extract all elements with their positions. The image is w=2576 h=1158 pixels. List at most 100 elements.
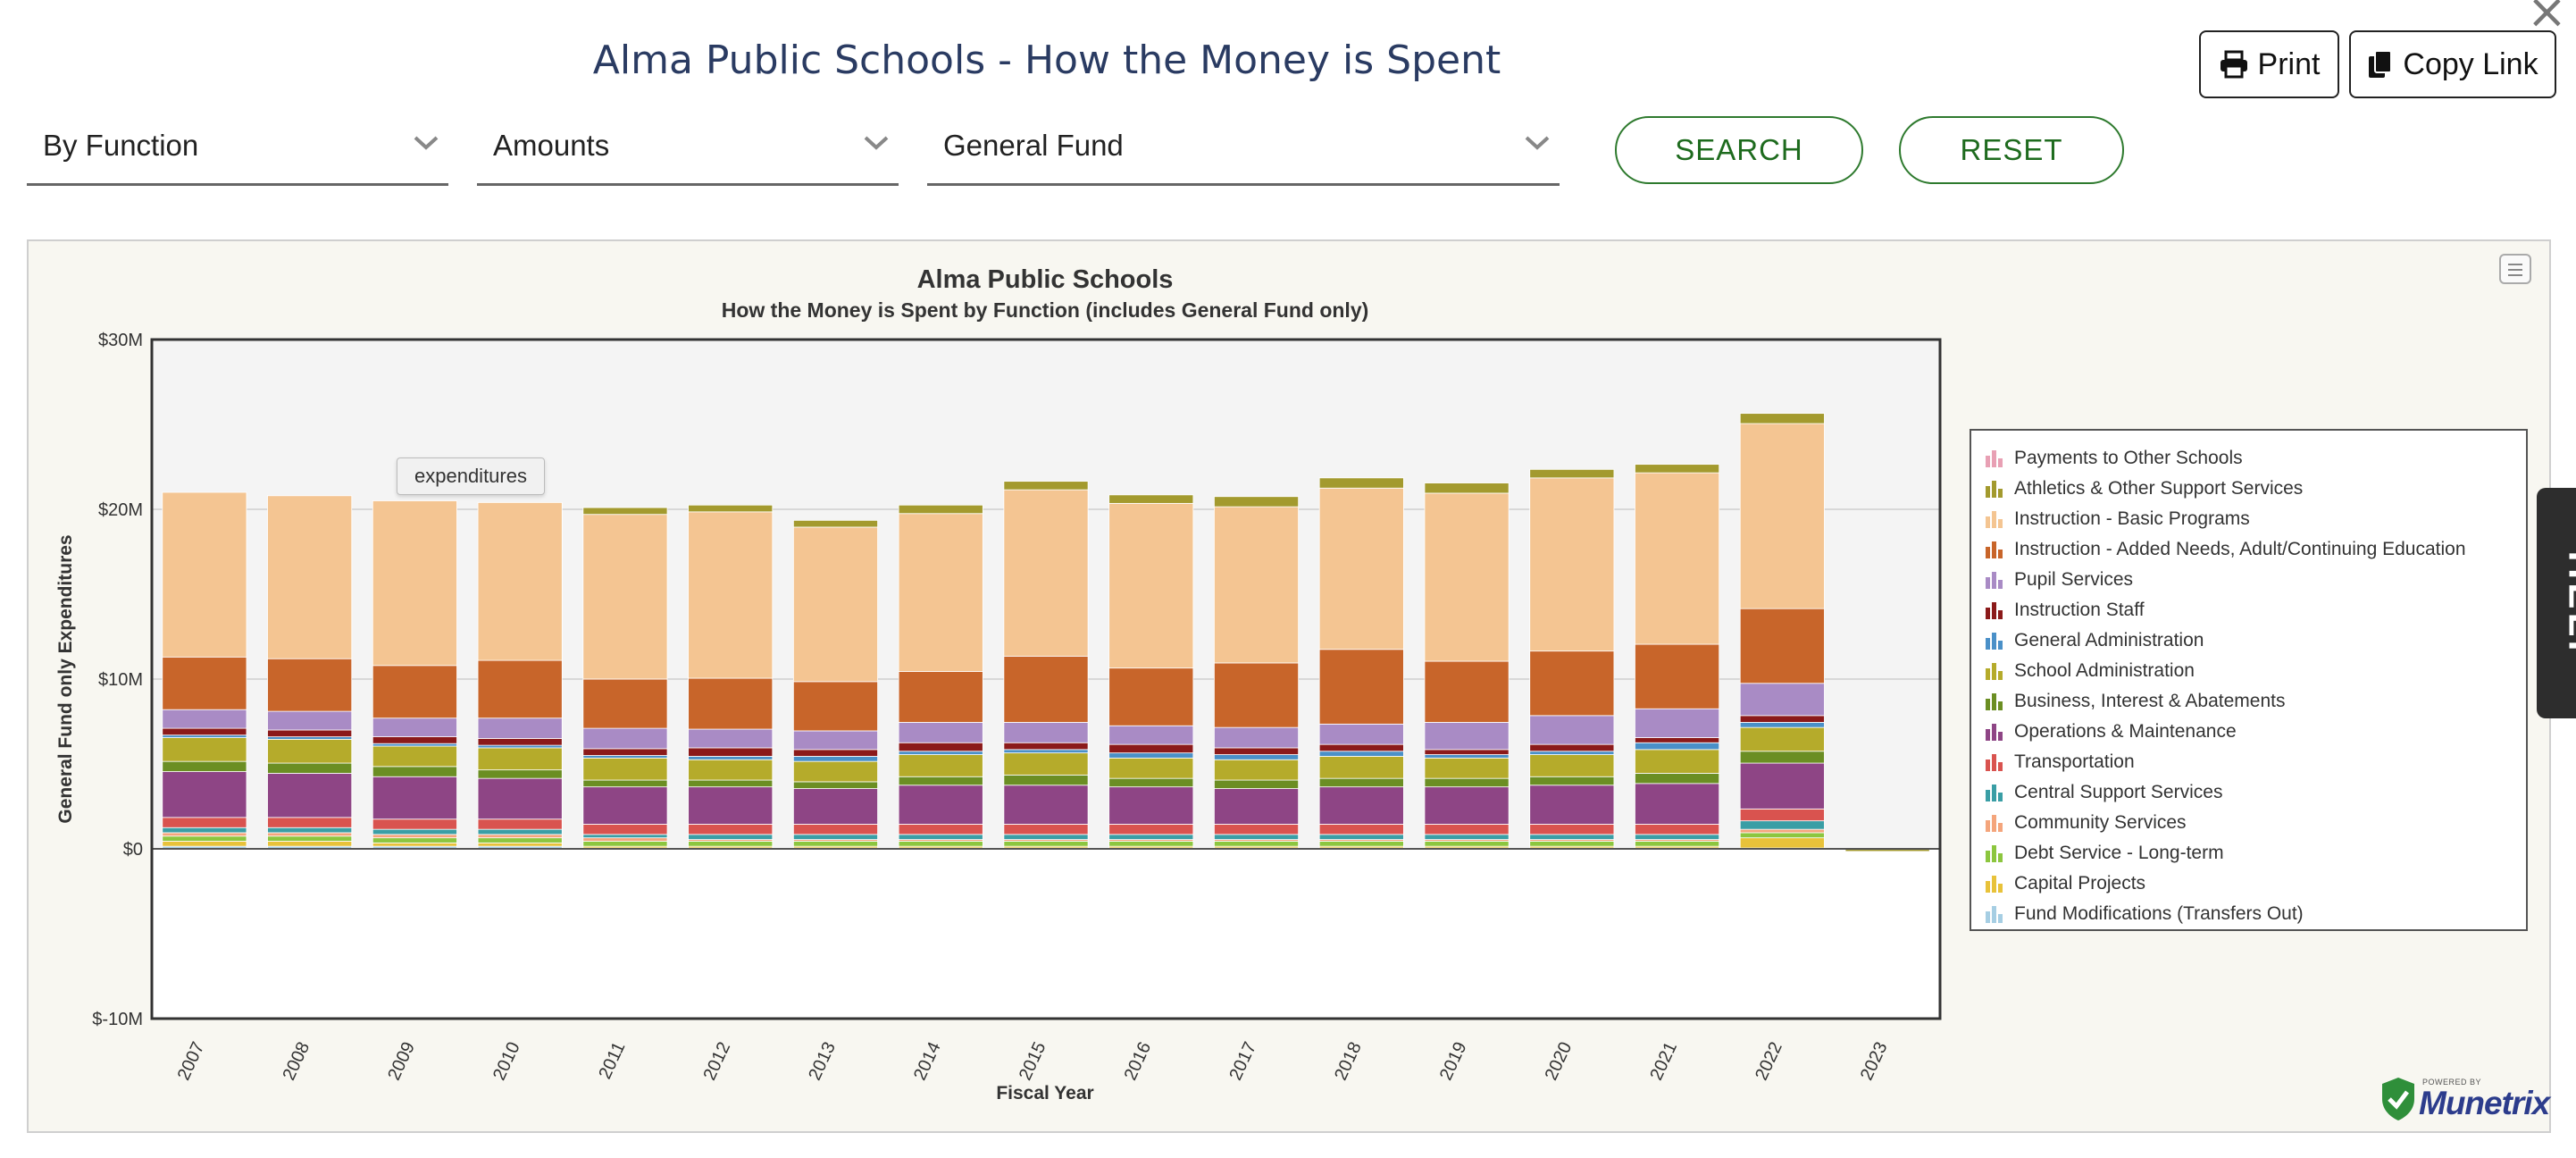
search-button[interactable]: SEARCH [1615,116,1863,184]
help-tab[interactable]: HELP [2537,488,2576,718]
fund-select[interactable]: General Fund [927,113,1560,186]
bar-segment [792,681,878,732]
bar-segment [1108,824,1194,835]
bar-segment [162,771,247,818]
bar-segment [1424,757,1510,779]
group-by-select[interactable]: By Function [27,113,448,186]
bar-segment [1108,841,1194,847]
bar-segment [898,722,983,743]
bar-chart-icon [1986,602,2003,619]
bar-segment [1214,779,1300,789]
bar-segment [1214,841,1300,847]
bar-segment [372,818,457,830]
y-tick-label: $-10M [92,1010,143,1029]
legend-item[interactable]: Business, Interest & Abatements [1984,686,2286,717]
legend-label: Capital Projects [2014,873,2146,894]
bar-segment [1739,715,1825,723]
measure-select[interactable]: Amounts [477,113,899,186]
legend-item[interactable]: Operations & Maintenance [1984,717,2237,747]
bar-segment [1739,608,1825,684]
bar-segment [1529,477,1615,652]
bar-segment [1739,832,1825,839]
bar-segment [477,769,563,779]
bar-segment [267,827,353,834]
bar-segment [162,734,247,738]
bar-segment [1318,487,1404,650]
bar-segment [688,504,774,513]
bar-segment [477,717,563,739]
legend-label: Pupil Services [2014,569,2134,590]
bar-segment [582,837,668,842]
bar-segment [582,678,668,729]
bar-segment [1635,472,1720,645]
x-tick-label: 2009 [384,1039,419,1084]
bar-segment [582,727,668,750]
bar-segment [267,658,353,712]
legend-label: General Administration [2014,630,2204,650]
bar-segment [162,760,247,772]
legend-item[interactable]: Instruction Staff [1984,595,2145,625]
bar-segment [1108,743,1194,754]
bar-segment [792,730,878,751]
legend-item[interactable]: School Administration [1984,656,2195,686]
bar-segment [372,834,457,839]
bar-segment [1003,824,1089,835]
bar-segment [898,742,983,752]
close-icon[interactable]: × [2526,0,2567,39]
copy-link-button[interactable]: Copy Link [2349,30,2556,98]
bar-segment [477,842,563,847]
bar-segment [1214,754,1300,760]
bar-segment [1108,786,1194,825]
bar-segment [1739,683,1825,717]
x-tick-label: 2018 [1331,1039,1366,1084]
bar-segment [1003,841,1089,847]
bar-segment [1003,742,1089,751]
legend-label: Transportation [2014,751,2135,772]
x-tick-label: 2022 [1752,1039,1786,1084]
legend-item[interactable]: Community Services [1984,808,2187,838]
fund-value: General Fund [943,129,1124,162]
print-button[interactable]: Print [2199,30,2339,98]
legend-item[interactable]: Debt Service - Long-term [1984,838,2224,868]
chevron-down-icon [1525,136,1550,150]
legend-item[interactable]: Athletics & Other Support Services [1984,474,2303,504]
bar-segment [1529,824,1615,835]
legend-item[interactable]: Capital Projects [1984,868,2145,899]
legend-item[interactable]: Instruction - Added Needs, Adult/Continu… [1984,534,2466,565]
bar-segment [1108,494,1194,504]
legend-label: Athletics & Other Support Services [2014,478,2304,499]
reset-button[interactable]: RESET [1899,116,2124,184]
bar-segment [1108,667,1194,726]
bar-segment [1424,482,1510,494]
bar-segment [898,513,983,672]
bar-segment [688,786,774,825]
bar-segment [582,748,668,756]
bar-segment [1635,783,1720,825]
bar-segment [1424,754,1510,759]
bar-segment [267,835,353,842]
bar-segment [1529,785,1615,825]
bar-segment [372,736,457,744]
legend-item[interactable]: Pupil Services [1984,565,2133,595]
page-title: Alma Public Schools - How the Money is S… [592,38,1501,83]
legend-item[interactable]: Fund Modifications (Transfers Out) [1984,899,2304,929]
bar-segment [162,727,247,736]
bar-segment [582,824,668,835]
bar-segment [688,511,774,679]
bar-segment [1108,725,1194,745]
legend-label: School Administration [2014,660,2195,681]
bar-segment [1739,808,1825,822]
legend-item[interactable]: Transportation [1984,747,2135,777]
chart-menu-icon[interactable] [2499,254,2531,284]
legend-item[interactable]: Central Support Services [1984,777,2222,808]
x-tick-label: 2010 [489,1039,524,1084]
printer-icon [2220,50,2247,79]
legend-item[interactable]: Instruction - Basic Programs [1984,504,2250,534]
legend-label: Debt Service - Long-term [2014,843,2224,863]
legend-item[interactable]: Payments to Other Schools [1984,443,2243,474]
bar-segment [1529,754,1615,777]
bar-segment [1635,643,1720,709]
bar-segment [1529,841,1615,847]
bar-segment [1214,506,1300,664]
legend-item[interactable]: General Administration [1984,625,2204,656]
